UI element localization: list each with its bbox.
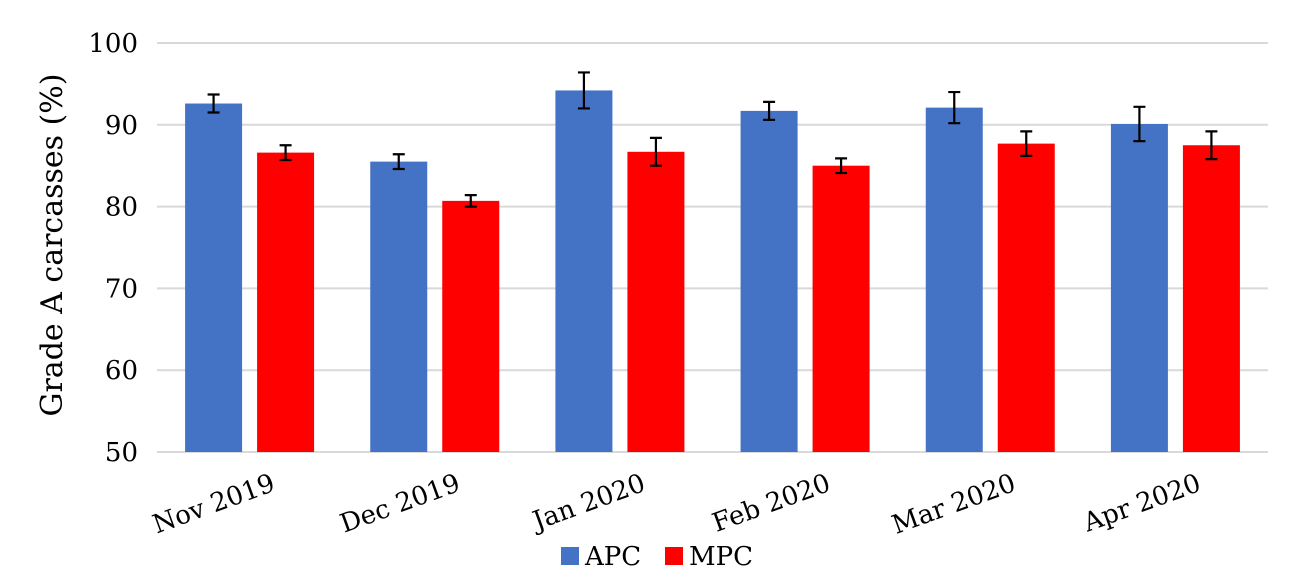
legend: APC MPC [561, 542, 753, 572]
error-bar-mpc-2 [649, 136, 662, 167]
bar-apc-2 [555, 90, 613, 452]
error-bar-mpc-3 [835, 157, 848, 175]
x-tick-label: Nov 2019 [149, 468, 279, 540]
x-tick-label: Feb 2020 [709, 468, 835, 538]
bar-apc-3 [740, 110, 798, 453]
bar-mpc-0 [257, 152, 315, 452]
error-bar-mpc-5 [1205, 130, 1218, 161]
error-bar-mpc-4 [1020, 130, 1033, 157]
x-tick-label: Jan 2020 [526, 468, 649, 537]
legend-swatch-apc [561, 547, 579, 565]
y-axis-ticks: 50 60 70 80 90 100 [88, 29, 138, 468]
error-bar-apc-2 [577, 71, 590, 110]
x-tick-label: Dec 2019 [336, 468, 464, 539]
y-tick-label-70: 70 [105, 274, 138, 304]
y-tick-label-100: 100 [88, 29, 138, 59]
error-bar-apc-5 [1133, 105, 1146, 143]
legend-label-apc: APC [584, 542, 641, 572]
legend-label-mpc: MPC [689, 542, 753, 572]
bar-apc-5 [1110, 123, 1168, 453]
bar-mpc-3 [812, 165, 870, 452]
bar-mpc-5 [1182, 145, 1240, 452]
y-axis-title: Grade A carcasses (%) [35, 74, 70, 417]
bar-mpc-4 [997, 143, 1055, 452]
y-tick-label-80: 80 [105, 193, 138, 223]
bar-apc-4 [925, 107, 983, 452]
gridlines [157, 42, 1268, 453]
bars [185, 90, 1240, 453]
error-bar-apc-1 [392, 153, 405, 171]
x-tick-label: Mar 2020 [888, 468, 1019, 540]
x-axis-labels: Nov 2019 Dec 2019 Jan 2020 Feb 2020 Mar 2020… [149, 468, 1205, 540]
error-bar-apc-4 [948, 90, 961, 125]
error-bar-mpc-0 [279, 144, 292, 162]
bar-apc-0 [185, 103, 243, 453]
y-tick-label-50: 50 [105, 438, 138, 468]
bar-apc-1 [370, 161, 428, 453]
x-tick-label: Apr 2020 [1079, 468, 1205, 538]
error-bar-apc-3 [763, 100, 776, 121]
bar-mpc-2 [627, 151, 685, 452]
legend-swatch-mpc [665, 547, 683, 565]
error-bars [207, 71, 1218, 208]
error-bar-mpc-1 [464, 194, 477, 208]
y-tick-label-60: 60 [105, 356, 138, 386]
bar-mpc-1 [442, 200, 500, 452]
y-tick-label-90: 90 [105, 111, 138, 141]
error-bar-apc-0 [207, 93, 220, 114]
